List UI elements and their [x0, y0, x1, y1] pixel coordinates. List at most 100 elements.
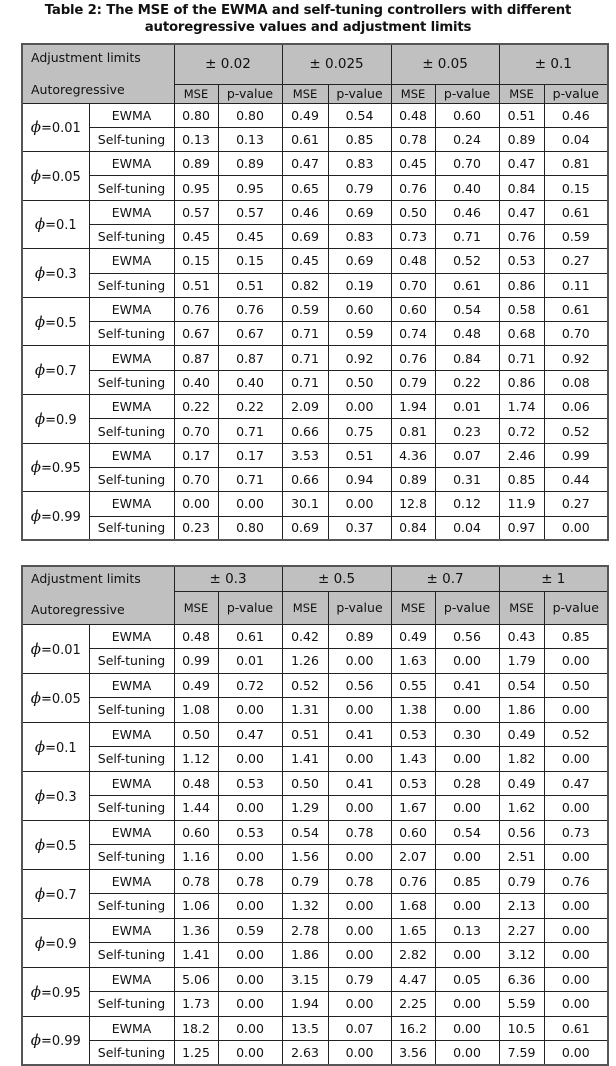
mse-cell: 12.8	[390, 491, 436, 517]
p-value-cell: 0.46	[543, 102, 609, 128]
p-value-cell: 0.23	[434, 418, 500, 444]
mse-cell: 0.99	[173, 648, 219, 674]
p-value-cell: 0.94	[327, 466, 392, 493]
autoregressive-value: ϕ=0.5	[21, 296, 90, 347]
mse-cell: 3.12	[498, 942, 545, 968]
p-value-cell: 0.00	[327, 746, 392, 772]
autoregressive-value: ϕ=0.9	[21, 917, 90, 968]
mse-cell: 0.49	[390, 623, 436, 649]
mse-cell: 0.60	[390, 819, 436, 845]
controller-method: Self-tuning	[88, 466, 175, 493]
mse-column-header: MSE	[390, 83, 436, 104]
controller-method: Self-tuning	[88, 893, 175, 919]
mse-cell: 0.23	[173, 515, 219, 541]
phi-value: =0.95	[40, 461, 81, 477]
mse-cell: 0.52	[281, 672, 329, 698]
p-value-cell: 0.00	[434, 1015, 500, 1041]
mse-cell: 0.84	[390, 515, 436, 541]
p-value-cell: 0.47	[543, 770, 609, 796]
p-value-cell: 0.99	[543, 442, 609, 468]
controller-method: EWMA	[88, 721, 175, 747]
autoregressive-label: Autoregressive	[31, 602, 125, 617]
mse-cell: 1.25	[173, 1040, 219, 1066]
p-value-cell: 0.22	[217, 394, 283, 420]
p-value-cell: 0.00	[217, 697, 283, 723]
mse-cell: 0.95	[173, 175, 219, 201]
phi-symbol: ϕ	[30, 506, 41, 525]
table-row: ϕ=0.01 EWMA 0.48 0.61 0.42 0.89 0.49 0.56 0.43 0.…	[21, 623, 609, 674]
mse-cell: 1.12	[173, 746, 219, 772]
p-value-cell: 0.31	[434, 466, 500, 493]
mse-cell: 1.38	[390, 697, 436, 723]
mse-cell: 0.51	[281, 721, 329, 747]
adjustment-limits-label: Adjustment limits	[31, 50, 141, 65]
mse-cell: 1.86	[281, 942, 329, 968]
p-value-cell: 0.56	[434, 623, 500, 649]
mse-cell: 1.74	[498, 394, 545, 420]
phi-value: =0.3	[45, 789, 77, 805]
mse-cell: 0.53	[390, 770, 436, 796]
mse-cell: 0.22	[173, 394, 219, 420]
p-value-cell: 0.41	[327, 721, 392, 747]
p-value-column-header: p-value	[327, 83, 392, 104]
p-value-cell: 0.00	[327, 991, 392, 1017]
p-value-cell: 0.00	[434, 795, 500, 821]
mse-cell: 2.09	[281, 394, 329, 420]
mse-cell: 0.48	[390, 248, 436, 274]
header-corner: Adjustment limits Autoregressive	[21, 565, 175, 625]
p-value-cell: 0.84	[434, 345, 500, 371]
p-value-cell: 0.48	[434, 321, 500, 347]
p-value-cell: 0.54	[434, 296, 500, 323]
mse-cell: 0.49	[498, 770, 545, 796]
mse-cell: 1.94	[390, 394, 436, 420]
phi-symbol: ϕ	[34, 933, 46, 952]
table-header: Adjustment limits Autoregressive ± 0.3 ± 0.…	[21, 565, 609, 625]
table-row: ϕ=0.9 EWMA 1.36 0.59 2.78 0.00 1.65 0.13 2.27 0.0…	[21, 917, 609, 968]
p-value-cell: 0.51	[327, 442, 392, 468]
table-row: Self-tuning 1.44 0.00 1.29 0.00 1.67 0.00 1.62 0…	[22, 795, 609, 821]
table-row: Self-tuning 0.40 0.40 0.71 0.50 0.79 0.22 0.86 0…	[22, 369, 609, 396]
mse-cell: 0.78	[390, 126, 436, 153]
adjustment-limit-header: ± 0.5	[281, 565, 392, 592]
table-row: Self-tuning 1.25 0.00 2.63 0.00 3.56 0.00 7.59 0…	[22, 1040, 609, 1066]
mse-cell: 30.1	[281, 491, 329, 517]
phi-value: =0.9	[45, 936, 77, 952]
mse-cell: 0.45	[281, 248, 329, 274]
table-row: Self-tuning 0.13 0.13 0.61 0.85 0.78 0.24 0.89 0…	[22, 126, 609, 153]
mse-cell: 1.94	[281, 991, 329, 1017]
mse-cell: 1.67	[390, 795, 436, 821]
p-value-cell: 0.07	[327, 1015, 392, 1041]
p-value-cell: 0.52	[543, 418, 609, 444]
mse-cell: 1.44	[173, 795, 219, 821]
mse-cell: 0.43	[498, 623, 545, 649]
p-value-cell: 0.92	[327, 345, 392, 371]
mse-table-large-limits: Adjustment limits Autoregressive ± 0.3 ± 0.…	[21, 565, 610, 1066]
autoregressive-value: ϕ=0.05	[21, 672, 90, 723]
mse-column-header: MSE	[281, 83, 329, 104]
table-row: Self-tuning 0.95 0.95 0.65 0.79 0.76 0.40 0.84 0…	[22, 175, 609, 201]
mse-cell: 2.63	[281, 1040, 329, 1066]
p-value-cell: 0.57	[217, 199, 283, 225]
table-row: ϕ=0.1 EWMA 0.50 0.47 0.51 0.41 0.53 0.30 0.49 0.5…	[21, 721, 609, 772]
mse-cell: 10.5	[498, 1015, 545, 1041]
controller-method: Self-tuning	[88, 795, 175, 821]
p-value-cell: 0.27	[543, 491, 609, 517]
p-value-cell: 0.22	[434, 369, 500, 396]
p-value-cell: 0.81	[543, 151, 609, 177]
controller-method: Self-tuning	[88, 648, 175, 674]
phi-value: =0.5	[45, 838, 77, 854]
p-value-cell: 0.80	[217, 102, 283, 128]
mse-cell: 0.66	[281, 418, 329, 444]
controller-method: EWMA	[88, 151, 175, 177]
phi-symbol: ϕ	[34, 312, 46, 331]
mse-cell: 0.61	[281, 126, 329, 153]
adjustment-limit-header: ± 0.02	[173, 43, 283, 85]
mse-cell: 1.73	[173, 991, 219, 1017]
p-value-cell: 0.00	[434, 648, 500, 674]
autoregressive-value: ϕ=0.7	[21, 345, 90, 396]
mse-cell: 0.70	[173, 418, 219, 444]
p-value-cell: 0.89	[217, 151, 283, 177]
p-value-cell: 0.00	[327, 917, 392, 943]
table-row: ϕ=0.99 EWMA 0.00 0.00 30.1 0.00 12.8 0.12 11.9 0.…	[21, 491, 609, 541]
p-value-cell: 0.00	[217, 491, 283, 517]
